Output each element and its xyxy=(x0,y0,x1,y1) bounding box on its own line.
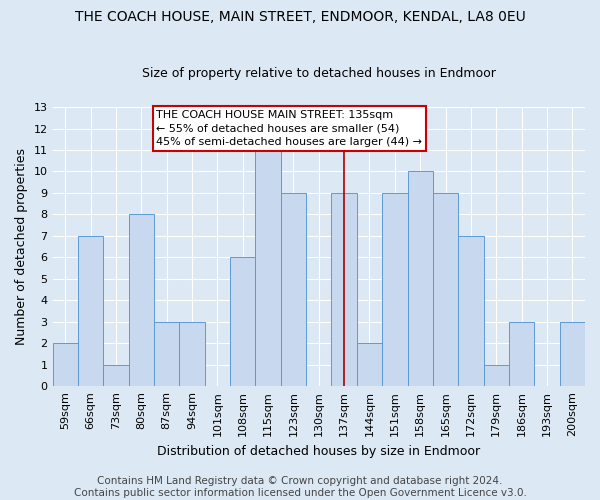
Bar xyxy=(382,193,407,386)
Bar xyxy=(154,322,179,386)
Bar xyxy=(407,172,433,386)
Title: Size of property relative to detached houses in Endmoor: Size of property relative to detached ho… xyxy=(142,66,496,80)
Text: THE COACH HOUSE MAIN STREET: 135sqm
← 55% of detached houses are smaller (54)
45: THE COACH HOUSE MAIN STREET: 135sqm ← 55… xyxy=(157,110,422,146)
Bar xyxy=(433,193,458,386)
Bar xyxy=(560,322,585,386)
Bar xyxy=(357,344,382,386)
Text: Contains HM Land Registry data © Crown copyright and database right 2024.
Contai: Contains HM Land Registry data © Crown c… xyxy=(74,476,526,498)
Bar xyxy=(53,344,78,386)
Bar xyxy=(281,193,306,386)
X-axis label: Distribution of detached houses by size in Endmoor: Distribution of detached houses by size … xyxy=(157,444,481,458)
Bar xyxy=(230,258,256,386)
Bar xyxy=(256,150,281,386)
Bar xyxy=(179,322,205,386)
Bar xyxy=(331,193,357,386)
Bar xyxy=(484,365,509,386)
Bar xyxy=(509,322,534,386)
Bar xyxy=(128,214,154,386)
Bar xyxy=(103,365,128,386)
Text: THE COACH HOUSE, MAIN STREET, ENDMOOR, KENDAL, LA8 0EU: THE COACH HOUSE, MAIN STREET, ENDMOOR, K… xyxy=(74,10,526,24)
Bar xyxy=(458,236,484,386)
Y-axis label: Number of detached properties: Number of detached properties xyxy=(15,148,28,345)
Bar xyxy=(78,236,103,386)
